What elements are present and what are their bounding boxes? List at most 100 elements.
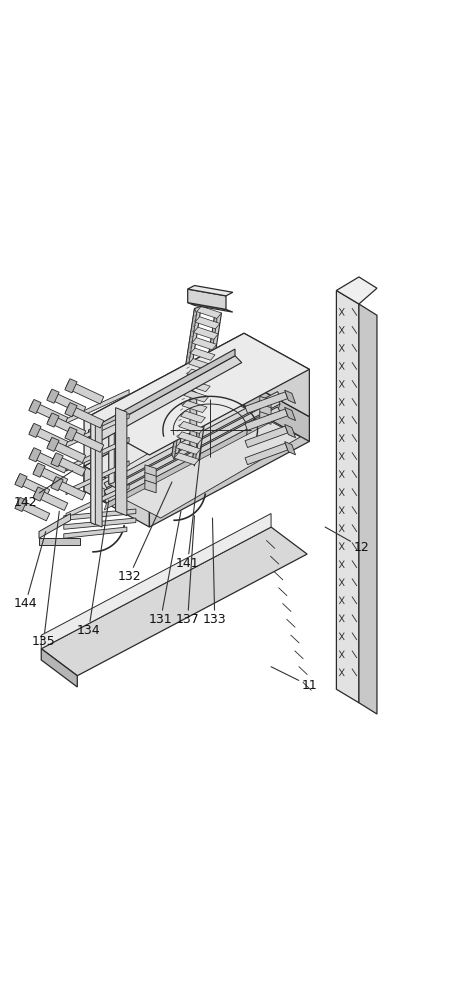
- Polygon shape: [34, 465, 68, 487]
- Polygon shape: [29, 449, 68, 473]
- Polygon shape: [184, 390, 208, 402]
- Polygon shape: [46, 389, 59, 403]
- Polygon shape: [47, 415, 86, 438]
- Polygon shape: [336, 290, 358, 703]
- Polygon shape: [149, 417, 308, 527]
- Polygon shape: [15, 473, 27, 488]
- Polygon shape: [41, 514, 271, 649]
- Polygon shape: [177, 432, 202, 444]
- Polygon shape: [109, 427, 114, 484]
- Polygon shape: [51, 455, 86, 476]
- Text: 135: 135: [32, 511, 59, 648]
- Polygon shape: [84, 381, 244, 491]
- Polygon shape: [95, 403, 299, 518]
- Polygon shape: [39, 514, 70, 538]
- Polygon shape: [29, 399, 41, 414]
- Text: 141: 141: [175, 446, 201, 570]
- Polygon shape: [16, 475, 50, 497]
- Polygon shape: [29, 448, 41, 462]
- Polygon shape: [244, 426, 287, 448]
- Polygon shape: [174, 453, 198, 465]
- Polygon shape: [51, 478, 86, 500]
- Polygon shape: [185, 379, 210, 392]
- Polygon shape: [259, 404, 271, 417]
- Polygon shape: [145, 473, 156, 485]
- Polygon shape: [192, 315, 216, 466]
- Polygon shape: [41, 649, 77, 687]
- Polygon shape: [66, 484, 129, 518]
- Text: 142: 142: [14, 471, 73, 509]
- Polygon shape: [104, 399, 280, 495]
- Polygon shape: [64, 427, 77, 441]
- Polygon shape: [104, 404, 280, 502]
- Polygon shape: [336, 277, 376, 304]
- Polygon shape: [65, 381, 104, 404]
- Polygon shape: [187, 303, 232, 312]
- Polygon shape: [179, 421, 203, 433]
- Polygon shape: [29, 401, 68, 425]
- Polygon shape: [145, 480, 156, 493]
- Polygon shape: [145, 465, 156, 477]
- Polygon shape: [284, 407, 295, 421]
- Text: 133: 133: [202, 518, 226, 626]
- Polygon shape: [29, 425, 68, 449]
- Polygon shape: [29, 423, 41, 438]
- Polygon shape: [88, 356, 241, 444]
- Polygon shape: [115, 408, 127, 516]
- Polygon shape: [91, 419, 95, 525]
- Polygon shape: [187, 289, 226, 309]
- Polygon shape: [358, 304, 376, 714]
- Polygon shape: [88, 349, 235, 437]
- Polygon shape: [187, 286, 232, 296]
- Polygon shape: [284, 390, 295, 403]
- Polygon shape: [64, 509, 136, 520]
- Polygon shape: [33, 463, 45, 477]
- Polygon shape: [51, 453, 63, 467]
- Polygon shape: [171, 306, 201, 455]
- Text: 134: 134: [77, 500, 109, 637]
- Polygon shape: [64, 527, 127, 538]
- Polygon shape: [180, 411, 205, 423]
- Polygon shape: [104, 396, 280, 495]
- Text: 132: 132: [117, 482, 171, 583]
- Polygon shape: [104, 392, 280, 488]
- Polygon shape: [171, 308, 196, 459]
- Polygon shape: [175, 442, 200, 454]
- Polygon shape: [16, 499, 50, 521]
- Polygon shape: [65, 404, 104, 428]
- Polygon shape: [193, 327, 218, 339]
- Polygon shape: [187, 369, 212, 381]
- Polygon shape: [284, 442, 295, 455]
- Polygon shape: [33, 487, 45, 501]
- Polygon shape: [39, 538, 79, 545]
- Polygon shape: [51, 477, 63, 491]
- Polygon shape: [84, 333, 244, 466]
- Polygon shape: [64, 379, 77, 393]
- Polygon shape: [41, 527, 306, 676]
- Polygon shape: [46, 437, 59, 451]
- Polygon shape: [244, 333, 308, 417]
- Polygon shape: [109, 429, 115, 488]
- Polygon shape: [46, 413, 59, 427]
- Polygon shape: [244, 381, 308, 441]
- Polygon shape: [66, 437, 129, 471]
- Polygon shape: [104, 407, 280, 503]
- Polygon shape: [244, 392, 287, 413]
- Polygon shape: [64, 518, 136, 529]
- Text: 131: 131: [148, 511, 180, 626]
- Polygon shape: [189, 389, 196, 449]
- Polygon shape: [64, 403, 77, 417]
- Polygon shape: [188, 359, 213, 371]
- Polygon shape: [195, 317, 219, 329]
- Polygon shape: [84, 381, 308, 502]
- Text: 144: 144: [14, 532, 46, 610]
- Polygon shape: [84, 333, 308, 455]
- Text: 11: 11: [271, 667, 317, 692]
- Polygon shape: [84, 466, 149, 527]
- Polygon shape: [259, 396, 271, 409]
- Polygon shape: [66, 390, 129, 423]
- Text: 12: 12: [324, 527, 368, 554]
- Polygon shape: [259, 412, 271, 424]
- Polygon shape: [34, 489, 68, 510]
- Polygon shape: [182, 400, 207, 413]
